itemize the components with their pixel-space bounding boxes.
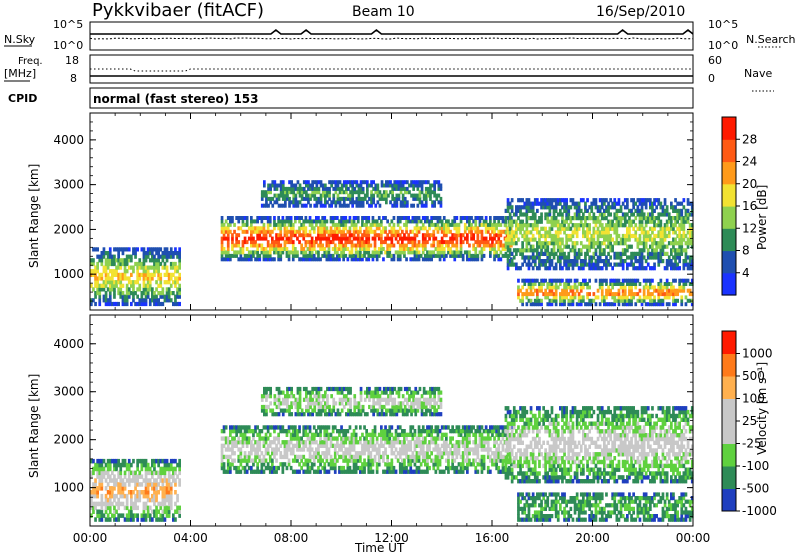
power-colorbar-tick: 16 — [742, 199, 757, 213]
velocity-ytick-label: 4000 — [53, 337, 84, 351]
power-colorbar-swatch — [722, 117, 736, 140]
time-tick-label: 04:00 — [173, 531, 208, 545]
power-colorbar-swatch — [722, 272, 736, 296]
power-colorbar-swatch — [722, 228, 736, 252]
power-colorbar-swatch — [722, 161, 736, 185]
velocity-colorbar-swatch — [722, 443, 736, 467]
power-colorbar-swatch — [722, 250, 736, 274]
time-axis-label: Time UT — [354, 541, 405, 554]
beam-label: Beam 10 — [352, 4, 415, 20]
freq-strip: Freq. [MHz] 18 8 60 0 Nave — [4, 54, 774, 92]
velocity-colorbar-swatch — [722, 331, 736, 354]
velocity-colorbar-tick: -500 — [742, 482, 769, 496]
velocity-colorbar-swatch — [722, 488, 736, 512]
nsky-label: N.Sky — [4, 33, 36, 46]
freq-label-top: Freq. — [18, 56, 43, 67]
power-ytick-label: 4000 — [53, 133, 84, 147]
nsearch-label: N.Search — [746, 33, 796, 46]
velocity-panel: 1000 2000 3000 4000 00:00 04:00 08:00 12:00 16:0… — [27, 314, 711, 554]
power-ylabel: Slant Range [km] — [27, 164, 41, 268]
nsearch-tick-top: 10^5 — [708, 18, 738, 31]
freq-tick-top: 18 — [65, 54, 79, 67]
nsearch-trace — [89, 37, 694, 40]
power-band-0 — [90, 247, 181, 307]
velocity-ylabel: Slant Range [km] — [27, 374, 41, 478]
time-tick-label: 12:00 — [374, 531, 409, 545]
time-tick-label: 08:00 — [274, 531, 309, 545]
power-colorbar: 4 8 12 16 20 24 28 Power [dB] — [721, 116, 769, 296]
velocity-band-2 — [260, 386, 443, 417]
nave-tick-bottom: 0 — [708, 72, 715, 85]
power-band-2 — [260, 180, 443, 208]
power-colorbar-label: Power [dB] — [755, 185, 769, 250]
power-colorbar-swatch — [722, 139, 736, 163]
nave-tick-top: 60 — [708, 54, 722, 67]
nave-label: Nave — [744, 67, 772, 80]
time-tick-label: 00:00 — [73, 531, 108, 545]
nave-trace — [90, 68, 693, 72]
velocity-colorbar-tick: -1000 — [742, 504, 777, 518]
power-colorbar-tick: 28 — [742, 132, 757, 146]
power-colorbar-tick: 8 — [742, 244, 750, 258]
velocity-colorbar-tick: 500 — [742, 369, 765, 383]
power-colorbar-tick: 20 — [742, 177, 757, 191]
nsky-tick-bottom: 10^0 — [53, 39, 83, 52]
velocity-colorbar-tick: -100 — [742, 459, 769, 473]
nsky-strip: N.Sky 10^5 10^0 10^5 10^0 N.Search — [4, 18, 796, 52]
velocity-colorbar-tick: 100 — [742, 392, 765, 406]
velocity-band-1 — [220, 425, 513, 474]
velocity-colorbar-label: Velocity [m s⁻¹] — [755, 362, 769, 455]
time-tick-label: 16:00 — [475, 531, 510, 545]
power-ytick-label: 3000 — [53, 178, 84, 192]
nsearch-tick-bottom: 10^0 — [708, 39, 738, 52]
time-tick-label: 00:00 — [676, 531, 711, 545]
velocity-colorbar: 1000 500 100 25 -25 -100 -500 -1000 Velocity [m… — [721, 330, 777, 518]
velocity-data-marks — [90, 386, 694, 522]
velocity-colorbar-swatch — [722, 353, 736, 377]
cpid-label: CPID — [8, 92, 37, 105]
velocity-band-3 — [517, 492, 694, 522]
cpid-text: normal (fast stereo) 153 — [93, 92, 259, 106]
station-title: Pykkvibaer (fitACF) — [92, 0, 264, 21]
velocity-ytick-label: 3000 — [53, 385, 84, 399]
cpid-strip: CPID normal (fast stereo) 153 — [8, 87, 694, 109]
power-ytick-label: 2000 — [53, 222, 84, 236]
power-band-4 — [504, 198, 694, 271]
power-panel: 1000 2000 3000 4000 Slant Range [km] — [27, 112, 694, 311]
date-label: 16/Sep/2010 — [596, 4, 685, 20]
velocity-colorbar-swatch — [722, 376, 736, 399]
nsky-trace — [90, 28, 694, 35]
power-band-3 — [517, 278, 694, 307]
velocity-colorbar-tick: 25 — [742, 414, 757, 428]
power-data-marks — [90, 180, 694, 307]
velocity-axes: 1000 2000 3000 4000 00:00 04:00 08:00 12:00 16:0… — [53, 314, 711, 545]
power-ytick-label: 1000 — [53, 267, 84, 281]
velocity-colorbar-swatch — [722, 421, 736, 444]
power-colorbar-tick: 24 — [742, 155, 757, 169]
velocity-ytick-label: 1000 — [53, 481, 84, 495]
velocity-colorbar-swatch — [722, 398, 736, 422]
nsky-tick-top: 10^5 — [53, 18, 83, 31]
velocity-colorbar-tick: 1000 — [742, 347, 773, 361]
power-colorbar-swatch — [722, 183, 736, 207]
velocity-colorbar-swatch — [722, 466, 736, 489]
time-tick-label: 20:00 — [575, 531, 610, 545]
power-colorbar-tick: 12 — [742, 221, 757, 235]
velocity-ytick-label: 2000 — [53, 433, 84, 447]
power-colorbar-swatch — [722, 206, 736, 229]
power-colorbar-tick: 4 — [742, 266, 750, 280]
freq-tick-bottom: 8 — [70, 72, 77, 85]
power-band-1 — [220, 216, 513, 262]
velocity-band-4 — [504, 406, 694, 484]
freq-label-bottom: [MHz] — [4, 67, 36, 80]
power-axes: 1000 2000 3000 4000 — [53, 112, 694, 311]
velocity-colorbar-tick: -25 — [742, 437, 762, 451]
velocity-band-0 — [90, 458, 181, 522]
